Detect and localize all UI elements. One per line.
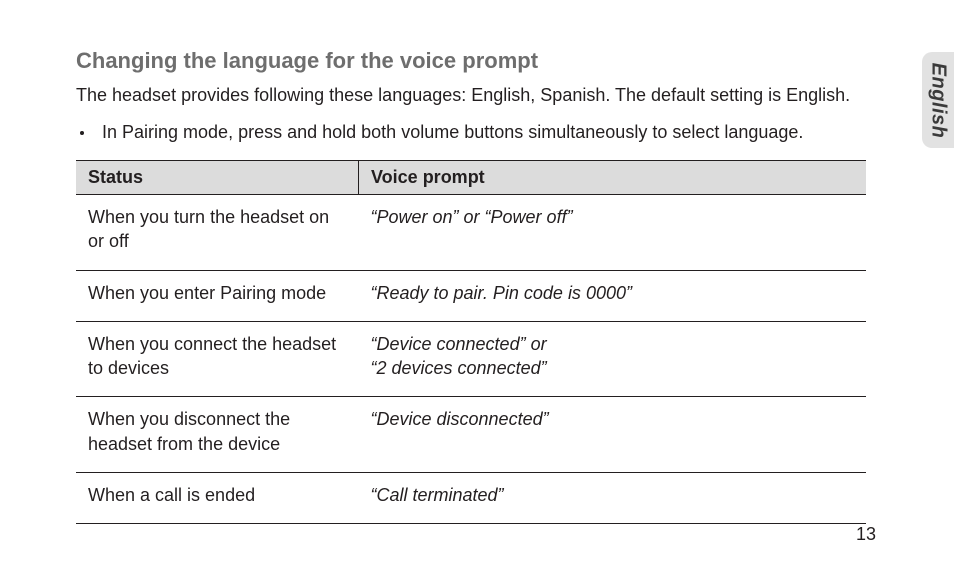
prompt-text: “Device disconnected” <box>371 409 549 429</box>
table-row: When you enter Pairing mode “Ready to pa… <box>76 270 866 321</box>
voice-prompt-table: Status Voice prompt When you turn the he… <box>76 160 866 524</box>
prompt-text: “Call terminated” <box>371 485 504 505</box>
table-row: When you turn the headset on or off “Pow… <box>76 195 866 271</box>
table-row: When you disconnect the headset from the… <box>76 397 866 473</box>
prompt-cell: “Ready to pair. Pin code is 0000” <box>359 270 867 321</box>
prompt-text: “Device connected” or“2 devices connecte… <box>371 334 547 378</box>
column-header-voice-prompt: Voice prompt <box>359 161 867 195</box>
table-row: When you connect the headset to devices … <box>76 321 866 397</box>
table-row: When a call is ended “Call terminated” <box>76 473 866 524</box>
bullet-icon <box>80 131 84 135</box>
prompt-cell: “Device connected” or“2 devices connecte… <box>359 321 867 397</box>
section-heading: Changing the language for the voice prom… <box>76 48 866 74</box>
prompt-cell: “Call terminated” <box>359 473 867 524</box>
prompt-cell: “Power on” or “Power off” <box>359 195 867 271</box>
prompt-text: “Power on” or “Power off” <box>371 207 573 227</box>
instruction-bullet: In Pairing mode, press and hold both vol… <box>76 119 866 146</box>
column-header-status: Status <box>76 161 359 195</box>
prompt-text: “Ready to pair. Pin code is 0000” <box>371 283 632 303</box>
status-cell: When you connect the headset to devices <box>76 321 359 397</box>
status-cell: When you disconnect the headset from the… <box>76 397 359 473</box>
status-cell: When you turn the headset on or off <box>76 195 359 271</box>
language-tab-label: English <box>927 62 950 138</box>
status-cell: When you enter Pairing mode <box>76 270 359 321</box>
page-number: 13 <box>856 524 876 545</box>
status-cell: When a call is ended <box>76 473 359 524</box>
manual-page-content: Changing the language for the voice prom… <box>76 48 866 524</box>
instruction-text: In Pairing mode, press and hold both vol… <box>102 119 803 146</box>
prompt-cell: “Device disconnected” <box>359 397 867 473</box>
intro-paragraph: The headset provides following these lan… <box>76 82 866 109</box>
table-header-row: Status Voice prompt <box>76 161 866 195</box>
language-tab: English <box>922 52 954 148</box>
